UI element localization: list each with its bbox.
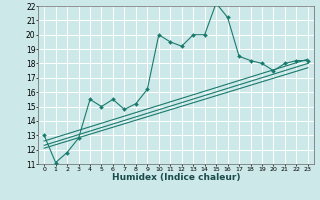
X-axis label: Humidex (Indice chaleur): Humidex (Indice chaleur) [112,173,240,182]
